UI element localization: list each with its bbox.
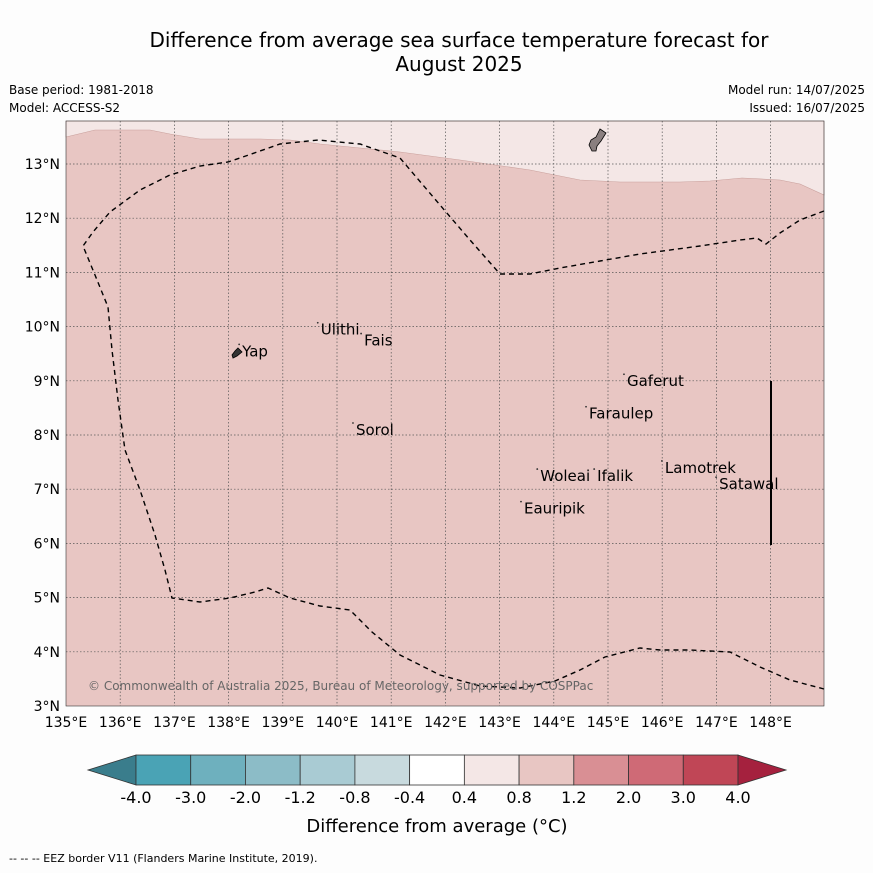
lat-tick-label: 11°N — [25, 265, 60, 281]
lat-tick-label: 9°N — [34, 374, 60, 390]
title-line-1: Difference from average sea surface temp… — [149, 28, 769, 52]
colorbar-segment — [573, 754, 629, 786]
place-marker — [715, 476, 718, 479]
lon-tick-label: 137°E — [153, 715, 196, 731]
place-marker — [661, 460, 663, 462]
lat-tick-label: 3°N — [34, 699, 60, 715]
colorbar-title: Difference from average (°C) — [306, 816, 567, 837]
place-marker — [623, 373, 625, 376]
anomaly-field-north — [65, 120, 825, 196]
place-label-fais: Fais — [364, 332, 393, 350]
lon-tick-label: 145°E — [587, 715, 630, 731]
place-marker — [238, 343, 241, 346]
guam-island — [588, 128, 607, 152]
map-frame — [65, 120, 825, 707]
place-marker — [585, 405, 587, 408]
colorbar-tick-label: -4.0 — [120, 788, 151, 807]
colorbar-segment — [682, 754, 739, 786]
colorbar-tick-label: 2.0 — [616, 788, 641, 807]
place-marker — [593, 468, 596, 470]
lat-tick-label: 7°N — [34, 482, 60, 498]
place-label-ifalik: Ifalik — [597, 467, 633, 485]
colorbar-tick-label: -2.0 — [230, 788, 261, 807]
place-label-satawal: Satawal — [719, 475, 778, 493]
anomaly-field-main — [66, 121, 824, 706]
colorbar-segment — [135, 754, 192, 786]
place-label-ulithi: Ulithi — [321, 321, 360, 339]
meta-left: Base period: 1981-2018 Model: ACCESS-S2 — [9, 81, 154, 117]
colorbar-tick-label: 4.0 — [725, 788, 750, 807]
colorbar-segment — [190, 754, 246, 786]
colorbar-tick-label: -3.0 — [175, 788, 206, 807]
colorbar-tick-label: 3.0 — [671, 788, 696, 807]
place-label-woleai: Woleai — [540, 467, 590, 485]
title-line-2: August 2025 — [395, 52, 523, 76]
base-period: Base period: 1981-2018 — [9, 83, 154, 97]
lat-tick-label: 4°N — [34, 645, 60, 661]
colorbar-segment — [518, 754, 575, 786]
issued-date: Issued: 16/07/2025 — [749, 101, 865, 115]
lat-tick-label: 8°N — [34, 428, 60, 444]
colorbar-segment — [409, 754, 465, 786]
place-label-yap: Yap — [241, 342, 268, 360]
lon-tick-label: 146°E — [641, 715, 684, 731]
lon-tick-label: 143°E — [478, 715, 521, 731]
lon-tick-label: 135°E — [45, 715, 88, 731]
lon-tick-label: 144°E — [533, 715, 576, 731]
place-marker — [316, 321, 319, 324]
lon-tick-label: 139°E — [262, 715, 305, 731]
lon-tick-label: 148°E — [749, 715, 792, 731]
model-name: Model: ACCESS-S2 — [9, 101, 121, 115]
lat-tick-label: 13°N — [25, 157, 60, 173]
colorbar-tick-label: -0.8 — [339, 788, 370, 807]
colorbar: -4.0 -3.0 -2.0 -1.2 -0.8 -0.4 0.4 0.8 1.2 2.0 3.0 4… — [86, 754, 788, 807]
lat-tick-label: 6°N — [34, 536, 60, 552]
lon-tick-label: 140°E — [316, 715, 359, 731]
copyright-text: © Commonwealth of Australia 2025, Bureau… — [88, 679, 593, 693]
place-label-lamotrek: Lamotrek — [665, 459, 736, 477]
lat-tick-label: 12°N — [25, 211, 60, 227]
colorbar-segment — [245, 754, 301, 786]
lon-tick-label: 136°E — [99, 715, 142, 731]
colorbar-segment — [354, 754, 411, 786]
map-title: Difference from average sea surface temp… — [0, 28, 873, 76]
place-marker — [536, 468, 539, 470]
lon-tick-label: 141°E — [370, 715, 413, 731]
colorbar-tick-label: 0.4 — [452, 788, 477, 807]
colorbar-extend-high — [737, 754, 788, 786]
place-label-gaferut: Gaferut — [627, 372, 684, 390]
colorbar-segment — [628, 754, 684, 786]
eez-footnote: -- -- -- EEZ border V11 (Flanders Marine… — [9, 852, 318, 865]
place-label-eauripik: Eauripik — [524, 500, 585, 518]
place-label-faraulep: Faraulep — [589, 405, 653, 423]
colorbar-tick-label: 1.2 — [561, 788, 586, 807]
lon-tick-label: 142°E — [424, 715, 467, 731]
place-label-sorol: Sorol — [356, 421, 394, 439]
place-marker — [352, 422, 354, 424]
axis-ticks: 135°E 136°E 137°E 138°E 139°E 140°E 141°E 142°E… — [25, 157, 792, 731]
lon-tick-label: 138°E — [207, 715, 250, 731]
place-marker — [360, 332, 362, 335]
colorbar-tick-label: 0.8 — [506, 788, 531, 807]
lat-tick-label: 5°N — [34, 591, 60, 607]
lat-tick-label: 10°N — [25, 320, 60, 336]
graticule — [66, 121, 824, 706]
yap-island — [231, 347, 243, 359]
model-run: Model run: 14/07/2025 — [727, 83, 865, 97]
lon-tick-label: 147°E — [695, 715, 738, 731]
colorbar-extend-low — [86, 754, 137, 786]
colorbar-segment — [463, 754, 520, 786]
colorbar-tick-label: -0.4 — [394, 788, 425, 807]
place-marker — [520, 500, 522, 503]
colorbar-segment — [299, 754, 356, 786]
colorbar-tick-label: -1.2 — [285, 788, 316, 807]
meta-right: Model run: 14/07/2025 Issued: 16/07/2025 — [728, 81, 865, 117]
